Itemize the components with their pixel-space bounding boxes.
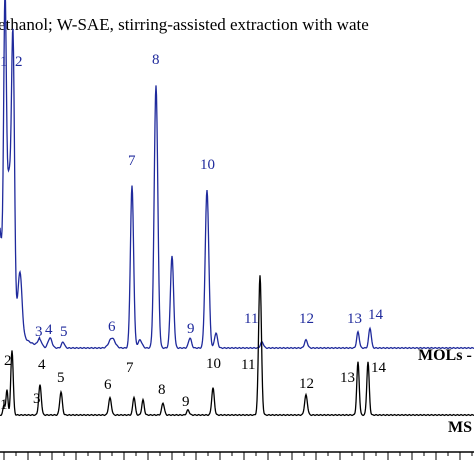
peak-label: 12 [299, 376, 314, 392]
peak-label: 6 [104, 377, 112, 393]
peak-label: 5 [57, 370, 65, 386]
peak-label: 13 [340, 370, 355, 386]
peak-label: 9 [182, 394, 190, 410]
caption: ethanol; W-SAE, stirring-assisted extrac… [0, 15, 369, 34]
peak-label: 1 [0, 54, 8, 70]
peak-label: 12 [299, 311, 314, 327]
peak-label: 9 [187, 321, 195, 337]
peak-label: 7 [126, 360, 134, 376]
peak-label: 6 [108, 319, 116, 335]
peak-label: 8 [158, 382, 166, 398]
peak-label: 2 [15, 54, 23, 70]
peak-label: 3 [33, 391, 41, 407]
peak-label: 4 [38, 357, 46, 373]
peak-label: 3 [35, 324, 43, 340]
peak-label: 11 [244, 311, 258, 327]
trace-label: MS [448, 419, 472, 436]
trace-label: MOLs - [418, 347, 472, 364]
peak-label: 11 [241, 357, 255, 373]
peak-label: 4 [45, 322, 53, 338]
peak-label: 13 [347, 311, 362, 327]
trace [0, 275, 474, 417]
peak-label: 10 [206, 356, 221, 372]
peak-label: 1 [0, 397, 8, 413]
peak-label: 8 [152, 52, 160, 68]
peak-label: 10 [200, 157, 215, 173]
peak-label: 2 [4, 353, 12, 369]
peak-label: 5 [60, 324, 68, 340]
peak-label: 14 [371, 360, 387, 376]
peak-label: 14 [368, 307, 384, 323]
peak-label: 7 [128, 153, 136, 169]
trace [0, 0, 474, 350]
